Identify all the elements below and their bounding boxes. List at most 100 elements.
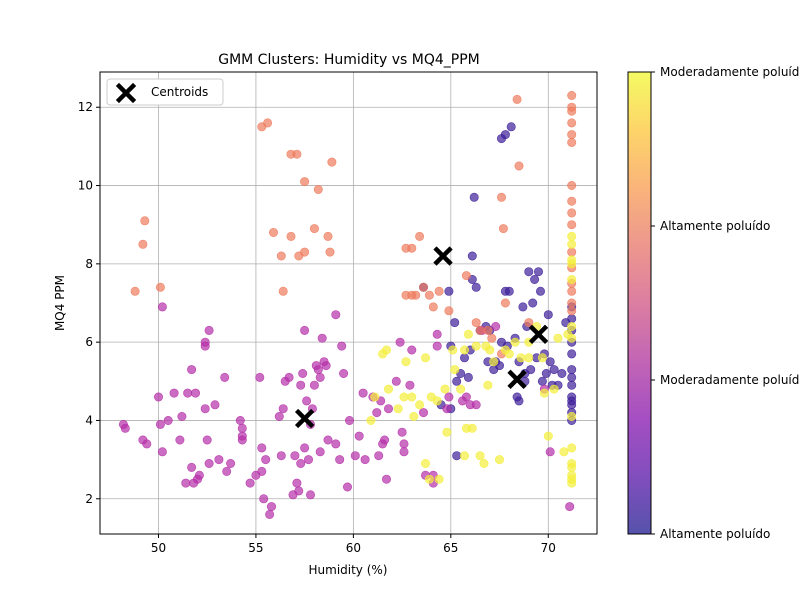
data-point	[210, 400, 220, 410]
data-point	[140, 216, 150, 226]
data-point	[530, 274, 540, 284]
x-tick-label: 50	[151, 541, 166, 555]
data-point	[567, 247, 577, 257]
data-point	[296, 380, 306, 390]
data-point	[315, 447, 325, 457]
data-point	[393, 404, 403, 414]
data-point	[177, 411, 187, 421]
data-point	[424, 474, 434, 484]
data-point	[524, 318, 534, 328]
data-point	[567, 380, 577, 390]
data-point	[294, 486, 304, 496]
data-point	[567, 298, 577, 308]
data-point	[494, 455, 504, 465]
data-point	[337, 341, 347, 351]
data-point	[235, 415, 245, 425]
data-point	[163, 415, 173, 425]
data-point	[432, 396, 442, 406]
data-point	[567, 220, 577, 230]
data-point	[381, 474, 391, 484]
colorbar-label-0: Altamente poluído	[660, 527, 770, 541]
y-tick-label: 12	[78, 100, 93, 114]
data-point	[567, 255, 577, 265]
scatter-points	[118, 91, 577, 519]
colorbar-ticks	[651, 71, 655, 535]
centroid-marker	[528, 324, 549, 345]
data-point	[524, 267, 534, 277]
data-point	[461, 392, 471, 402]
data-point	[444, 286, 454, 296]
data-point	[154, 392, 164, 402]
data-point	[463, 372, 473, 382]
data-point	[323, 435, 333, 445]
data-point	[265, 509, 275, 519]
y-axis-label: MQ4 PPM	[53, 275, 67, 331]
data-point	[567, 130, 577, 140]
data-point	[317, 333, 327, 343]
x-tick-label: 70	[541, 541, 556, 555]
data-point	[407, 243, 417, 253]
data-point	[399, 439, 409, 449]
data-point	[187, 365, 197, 375]
data-point	[401, 357, 411, 367]
data-point	[194, 470, 204, 480]
centroids	[294, 246, 549, 429]
data-point	[491, 321, 501, 331]
x-icon	[115, 82, 137, 104]
data-point	[567, 349, 577, 359]
data-point	[567, 118, 577, 128]
data-point	[543, 310, 553, 320]
data-point	[266, 502, 276, 512]
data-point	[420, 458, 430, 468]
data-point	[524, 353, 534, 363]
data-point	[331, 310, 341, 320]
data-point	[175, 435, 185, 445]
data-point	[407, 345, 417, 355]
x-tick-label: 60	[346, 541, 361, 555]
data-point	[479, 458, 489, 468]
data-point	[545, 447, 555, 457]
data-point	[498, 224, 508, 234]
data-point	[200, 404, 210, 414]
data-point	[448, 345, 458, 355]
data-point	[565, 502, 575, 512]
data-point	[549, 384, 559, 394]
data-point	[434, 474, 444, 484]
data-point	[138, 239, 148, 249]
data-point	[157, 302, 167, 312]
data-point	[559, 447, 569, 457]
data-point	[278, 404, 288, 414]
data-point	[354, 431, 364, 441]
data-point	[183, 388, 193, 398]
data-point	[500, 286, 510, 296]
data-point	[187, 462, 197, 472]
grid	[100, 72, 597, 534]
data-point	[496, 192, 506, 202]
data-point	[323, 231, 333, 241]
data-point	[305, 490, 315, 500]
data-point	[528, 298, 538, 308]
data-point	[450, 365, 460, 375]
data-point	[415, 231, 425, 241]
y-tick-label: 8	[85, 257, 93, 271]
data-point	[360, 455, 370, 465]
data-point	[155, 419, 165, 429]
data-point	[432, 341, 442, 351]
data-point	[397, 427, 407, 437]
data-point	[452, 451, 462, 461]
colorbar-label-1: Moderadamente poluído	[660, 373, 800, 387]
data-point	[399, 392, 409, 402]
data-point	[200, 337, 210, 347]
chart-title: GMM Clusters: Humidity vs MQ4_PPM	[218, 52, 480, 68]
data-point	[471, 341, 481, 351]
data-point	[284, 372, 294, 382]
colorbar-label-3: Moderadamente poluído	[660, 65, 800, 79]
data-point	[381, 345, 391, 355]
data-point	[510, 337, 520, 347]
data-point	[471, 318, 481, 328]
data-point	[567, 306, 577, 316]
plot-area	[100, 72, 597, 534]
data-point	[296, 458, 306, 468]
data-point	[274, 411, 284, 421]
